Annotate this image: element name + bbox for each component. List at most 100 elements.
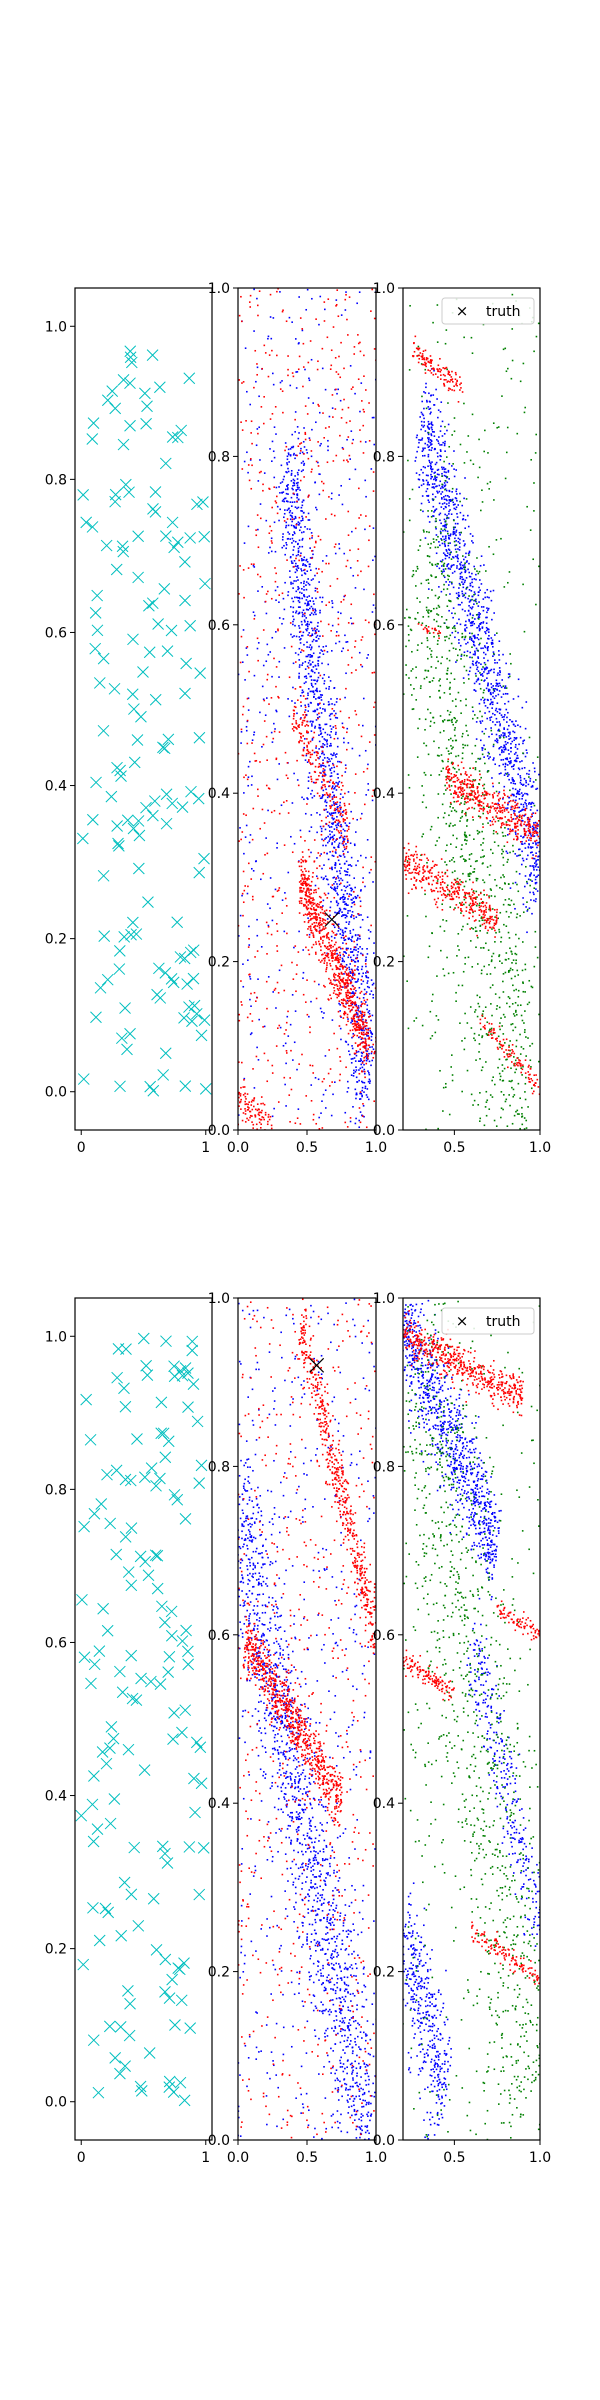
point xyxy=(334,952,336,954)
point xyxy=(348,923,350,925)
point xyxy=(355,1025,358,1027)
point xyxy=(497,693,500,696)
point xyxy=(351,1019,353,1021)
point xyxy=(488,710,491,713)
point xyxy=(305,892,307,895)
point xyxy=(311,737,314,740)
point xyxy=(308,933,311,936)
point xyxy=(298,601,301,604)
point xyxy=(308,494,310,497)
point xyxy=(366,916,369,919)
point xyxy=(478,662,480,664)
point xyxy=(470,590,473,592)
point xyxy=(284,553,286,556)
point xyxy=(505,807,507,810)
point xyxy=(353,1052,356,1055)
point xyxy=(315,941,317,943)
point xyxy=(325,804,328,807)
point xyxy=(526,793,529,796)
point xyxy=(314,481,317,484)
point xyxy=(299,450,302,452)
point xyxy=(495,682,498,685)
point xyxy=(344,812,347,815)
point xyxy=(480,722,482,724)
point xyxy=(308,772,311,774)
point xyxy=(475,647,478,650)
point xyxy=(354,773,357,775)
point xyxy=(446,514,448,517)
point xyxy=(242,629,245,631)
point xyxy=(256,647,259,650)
point xyxy=(350,856,353,859)
point xyxy=(312,402,315,404)
point xyxy=(315,719,318,721)
point xyxy=(339,965,341,968)
point xyxy=(331,952,333,954)
point xyxy=(302,993,305,996)
point xyxy=(341,911,343,913)
point xyxy=(249,834,252,836)
point xyxy=(361,1029,364,1032)
point xyxy=(367,1048,369,1050)
point xyxy=(297,547,300,550)
point xyxy=(364,885,366,888)
point xyxy=(308,953,311,956)
point xyxy=(467,552,470,555)
point xyxy=(470,624,472,627)
point xyxy=(336,870,338,873)
point xyxy=(369,1046,371,1049)
point xyxy=(338,907,341,910)
point xyxy=(353,1014,355,1017)
point xyxy=(317,672,320,674)
point xyxy=(350,988,353,991)
point-marker xyxy=(97,869,110,882)
point xyxy=(306,738,308,740)
point xyxy=(441,435,444,437)
point xyxy=(267,1120,269,1123)
point xyxy=(271,636,274,639)
point xyxy=(243,889,246,892)
point xyxy=(338,760,341,763)
point xyxy=(371,288,374,291)
point xyxy=(454,508,457,511)
point xyxy=(355,916,358,918)
point xyxy=(284,497,287,500)
point xyxy=(361,1095,363,1098)
point xyxy=(370,856,373,858)
point xyxy=(313,921,316,924)
point xyxy=(298,865,301,868)
point xyxy=(486,596,489,598)
point xyxy=(314,710,317,712)
point xyxy=(268,354,271,356)
point xyxy=(335,958,337,960)
point-marker xyxy=(132,571,144,584)
point xyxy=(347,994,349,997)
point xyxy=(344,896,346,899)
point xyxy=(487,638,490,640)
point xyxy=(319,730,322,732)
point xyxy=(321,953,323,956)
point xyxy=(424,392,427,394)
point xyxy=(344,696,346,699)
point xyxy=(295,524,298,526)
point xyxy=(271,1064,274,1067)
point xyxy=(262,422,265,425)
point xyxy=(295,580,297,582)
point xyxy=(296,565,299,568)
point xyxy=(440,425,442,428)
point xyxy=(359,905,362,908)
point xyxy=(340,788,343,791)
point xyxy=(334,890,337,892)
point xyxy=(343,839,345,842)
point xyxy=(285,1052,288,1054)
point xyxy=(239,1095,242,1097)
point xyxy=(353,901,356,903)
point xyxy=(425,474,428,477)
point xyxy=(332,326,335,328)
point xyxy=(335,299,338,301)
point xyxy=(366,948,368,950)
point-marker xyxy=(179,555,191,568)
point xyxy=(531,784,534,787)
point xyxy=(356,939,358,942)
point xyxy=(321,908,324,911)
